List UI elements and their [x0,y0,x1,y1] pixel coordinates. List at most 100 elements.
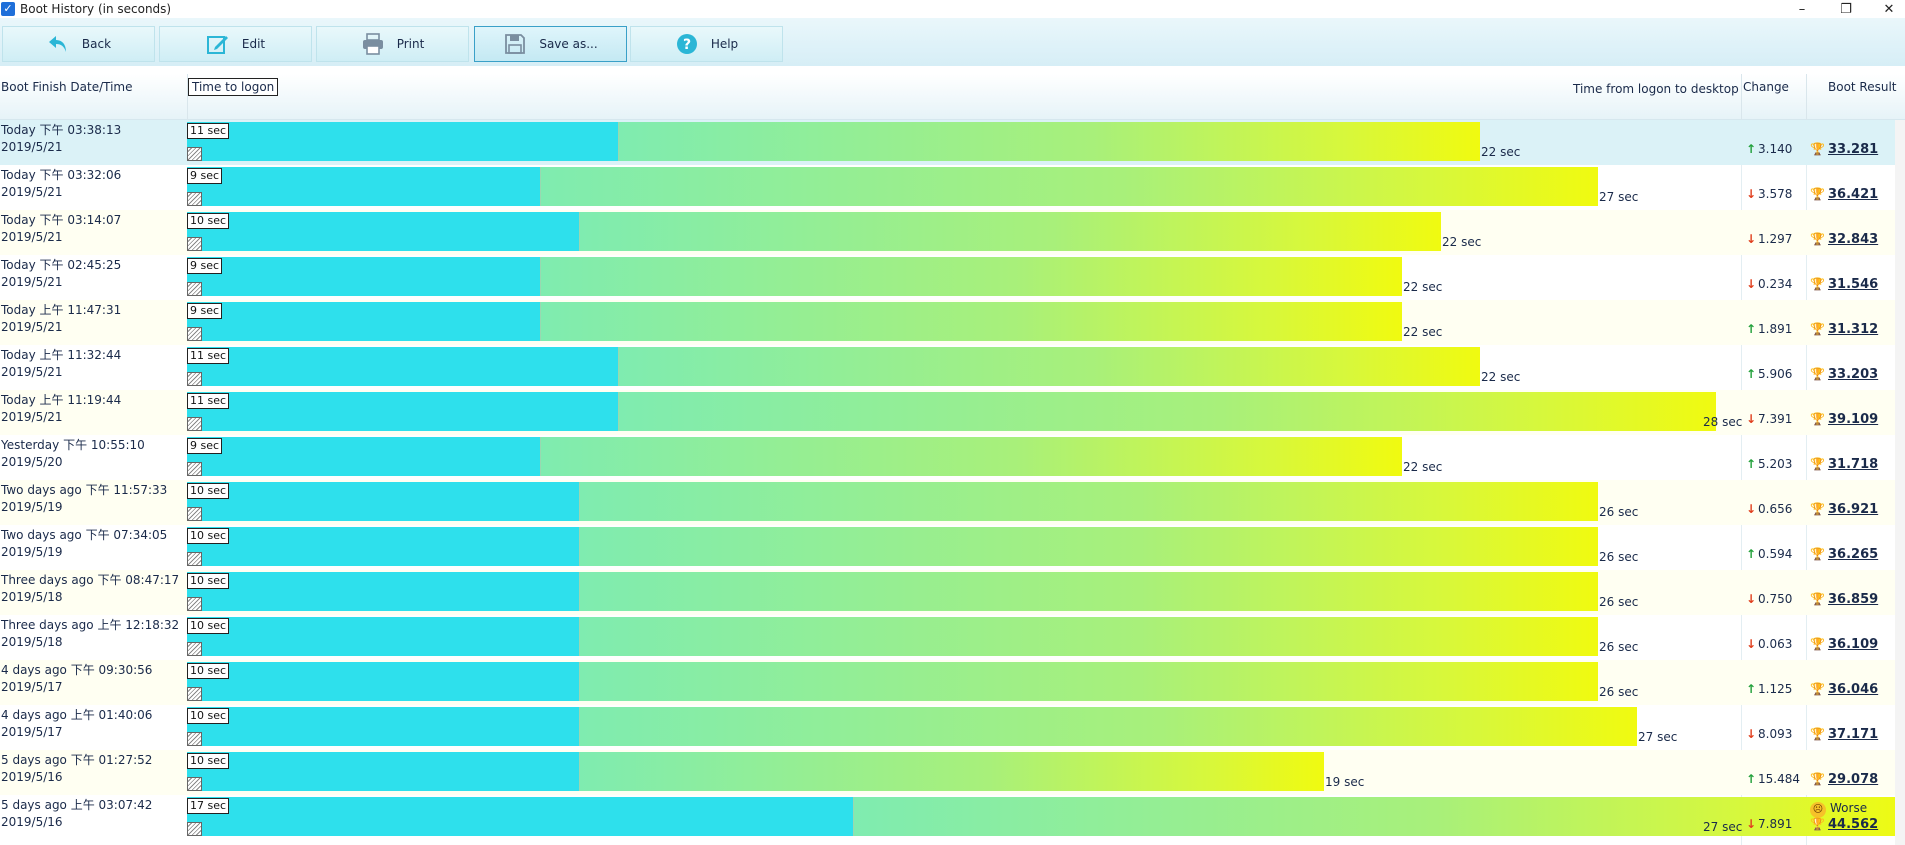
boot-result[interactable]: 🏆 36.265 [1810,547,1878,562]
boot-result-value[interactable]: 37.171 [1828,727,1879,742]
col-logon-header[interactable]: Time to logon [188,78,279,96]
boot-row[interactable]: Three days ago 下午 08:47:17 2019/5/18 10 se… [0,570,1895,615]
logon-time-bar[interactable] [187,482,579,521]
desktop-time-bar[interactable] [618,122,1480,161]
col-desktop-header[interactable]: Time from logon to desktop [1573,82,1739,96]
desktop-time-bar[interactable] [579,482,1598,521]
logon-time-bar[interactable] [187,257,540,296]
boot-result[interactable]: 🏆 39.109 [1810,412,1878,427]
logon-time-bar[interactable] [187,662,579,701]
logon-time-bar[interactable] [187,392,618,431]
boot-result-value[interactable]: 33.203 [1828,367,1879,382]
edit-entry-icon[interactable] [187,462,202,476]
close-button[interactable]: ✕ [1883,1,1895,17]
boot-result[interactable]: 🏆 32.843 [1810,232,1878,247]
edit-entry-icon[interactable] [187,687,202,701]
logon-time-bar[interactable] [187,617,579,656]
edit-entry-icon[interactable] [187,777,202,791]
minimize-button[interactable]: – [1798,1,1806,17]
boot-result[interactable]: 🏆 44.562 [1810,817,1878,832]
edit-entry-icon[interactable] [187,327,202,341]
logon-time-bar[interactable] [187,572,579,611]
boot-row[interactable]: Today 下午 03:14:07 2019/5/21 10 sec 22 sec ↓ 1… [0,210,1895,255]
boot-result[interactable]: 🏆 33.203 [1810,367,1878,382]
edit-entry-icon[interactable] [187,417,202,431]
boot-row[interactable]: Yesterday 下午 10:55:10 2019/5/20 9 sec 22 se… [0,435,1895,480]
boot-result[interactable]: 🏆 37.171 [1810,727,1878,742]
boot-result-value[interactable]: 36.921 [1828,502,1879,517]
edit-entry-icon[interactable] [187,237,202,251]
back-button[interactable]: Back [2,26,155,62]
edit-entry-icon[interactable] [187,192,202,206]
boot-result-value[interactable]: 29.078 [1828,772,1879,787]
edit-entry-icon[interactable] [187,282,202,296]
boot-row[interactable]: Today 下午 03:38:13 2019/5/21 11 sec 22 sec ↑ 3… [0,120,1895,165]
boot-result-value[interactable]: 36.421 [1828,187,1879,202]
logon-time-bar[interactable] [187,347,618,386]
col-result-header[interactable]: Boot Result [1828,80,1897,94]
save-as-button[interactable]: Save as... [474,26,627,62]
col-change-header[interactable]: Change [1743,80,1789,94]
boot-result[interactable]: 🏆 36.109 [1810,637,1878,652]
boot-result[interactable]: 🏆 29.078 [1810,772,1878,787]
boot-result-value[interactable]: 31.718 [1828,457,1879,472]
boot-result[interactable]: 🏆 31.312 [1810,322,1878,337]
desktop-time-bar[interactable] [579,707,1637,746]
desktop-time-bar[interactable] [579,212,1441,251]
boot-result-value[interactable]: 31.312 [1828,322,1879,337]
vertical-scrollbar[interactable] [1895,120,1905,845]
edit-entry-icon[interactable] [187,642,202,656]
boot-result-value[interactable]: 32.843 [1828,232,1879,247]
logon-time-bar[interactable] [187,797,853,836]
boot-row[interactable]: 5 days ago 下午 01:27:52 2019/5/16 10 sec 19 … [0,750,1895,795]
edit-entry-icon[interactable] [187,372,202,386]
desktop-time-bar[interactable] [579,617,1598,656]
desktop-time-bar[interactable] [618,347,1480,386]
desktop-time-bar[interactable] [853,797,1905,836]
logon-time-bar[interactable] [187,707,579,746]
boot-result[interactable]: 🏆 31.718 [1810,457,1878,472]
boot-result[interactable]: 🏆 36.859 [1810,592,1878,607]
boot-row[interactable]: Two days ago 下午 07:34:05 2019/5/19 10 sec 2… [0,525,1895,570]
boot-result[interactable]: 🏆 36.046 [1810,682,1878,697]
boot-row[interactable]: Today 下午 03:32:06 2019/5/21 9 sec 27 sec ↓ 3.… [0,165,1895,210]
desktop-time-bar[interactable] [579,527,1598,566]
boot-result-value[interactable]: 33.281 [1828,142,1879,157]
logon-time-bar[interactable] [187,752,579,791]
help-button[interactable]: ? Help [630,26,783,62]
boot-result-value[interactable]: 44.562 [1828,817,1879,832]
boot-row[interactable]: 5 days ago 上午 03:07:42 2019/5/16 17 sec 27 … [0,795,1905,840]
boot-row[interactable]: 4 days ago 下午 09:30:56 2019/5/17 10 sec 26 … [0,660,1895,705]
boot-result-value[interactable]: 39.109 [1828,412,1879,427]
boot-result-value[interactable]: 31.546 [1828,277,1879,292]
col-date-header[interactable]: Boot Finish Date/Time [1,80,133,94]
boot-result[interactable]: 🏆 36.421 [1810,187,1878,202]
logon-time-bar[interactable] [187,167,540,206]
edit-entry-icon[interactable] [187,597,202,611]
desktop-time-bar[interactable] [579,662,1598,701]
boot-result[interactable]: 🏆 33.281 [1810,142,1878,157]
edit-entry-icon[interactable] [187,147,202,161]
logon-time-bar[interactable] [187,437,540,476]
boot-row[interactable]: Today 上午 11:47:31 2019/5/21 9 sec 22 sec ↑ 1.… [0,300,1895,345]
boot-result-value[interactable]: 36.859 [1828,592,1879,607]
desktop-time-bar[interactable] [618,392,1716,431]
boot-row[interactable]: Two days ago 下午 11:57:33 2019/5/19 10 sec 2… [0,480,1895,525]
boot-result-value[interactable]: 36.265 [1828,547,1879,562]
boot-result[interactable]: 🏆 36.921 [1810,502,1878,517]
logon-time-bar[interactable] [187,302,540,341]
edit-entry-icon[interactable] [187,732,202,746]
desktop-time-bar[interactable] [540,302,1402,341]
boot-row[interactable]: Three days ago 上午 12:18:32 2019/5/18 10 se… [0,615,1895,660]
boot-row[interactable]: Today 下午 02:45:25 2019/5/21 9 sec 22 sec ↓ 0.… [0,255,1895,300]
desktop-time-bar[interactable] [540,437,1402,476]
desktop-time-bar[interactable] [579,572,1598,611]
boot-result-value[interactable]: 36.046 [1828,682,1879,697]
maximize-button[interactable]: ❐ [1840,1,1852,17]
boot-row[interactable]: Today 上午 11:19:44 2019/5/21 11 sec 28 sec ↓ 7… [0,390,1895,435]
boot-result-value[interactable]: 36.109 [1828,637,1879,652]
logon-time-bar[interactable] [187,122,618,161]
edit-button[interactable]: Edit [159,26,312,62]
edit-entry-icon[interactable] [187,822,202,836]
boot-row[interactable]: 4 days ago 上午 01:40:06 2019/5/17 10 sec 27 … [0,705,1895,750]
